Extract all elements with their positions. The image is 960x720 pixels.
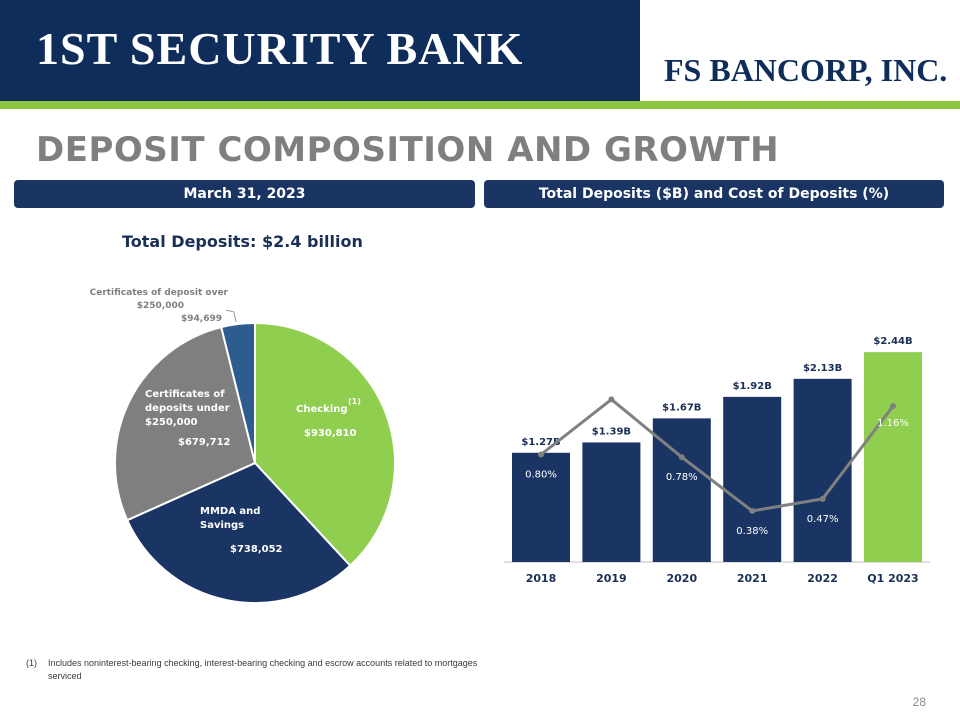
line-point-q1-2023 <box>890 403 896 410</box>
total-deposits-bar-chart: $1.27B 2018 $1.39B 2019 $1.67B 2020 $1.92B 2021… <box>504 336 930 585</box>
bar-2019 <box>582 442 641 562</box>
pie-value-cd-under: $679,712 <box>178 437 231 448</box>
line-point-2019 <box>608 396 615 403</box>
pie-label-cd-over-line1: Certificates of deposit over <box>90 288 229 298</box>
bar-2018 <box>512 452 570 562</box>
line-label-2021: 0.38% <box>736 526 768 537</box>
header-right-area <box>640 0 960 101</box>
pie-label-cd-under-line3: $250,000 <box>145 417 198 428</box>
pie-label-mmda-line1: MMDA and <box>200 506 260 517</box>
line-point-2018 <box>538 451 544 458</box>
line-point-2022 <box>819 495 826 502</box>
page-title: DEPOSIT COMPOSITION AND GROWTH <box>36 130 780 170</box>
pie-label-checking: Checking <box>296 404 348 415</box>
line-label-2022: 0.47% <box>807 514 839 525</box>
header-accent-stripe <box>0 101 960 109</box>
page-number: 28 <box>912 695 926 709</box>
bank-logo: 1ST SECURITY BANK <box>36 23 524 74</box>
line-label-2018: 0.80% <box>525 470 557 481</box>
bar-2021 <box>723 396 782 562</box>
left-panel-header: March 31, 2023 <box>14 180 475 208</box>
bancorp-logo: FS BANCORP, INC. <box>664 52 948 88</box>
bar-2022 <box>793 378 852 562</box>
line-label-2020: 0.78% <box>666 472 698 483</box>
pie-slice-cd-under-250k <box>114 325 257 522</box>
bar-label-2019: $1.39B <box>592 426 631 437</box>
pie-value-cd-over: $94,699 <box>181 314 222 324</box>
cost-of-deposits-line <box>540 397 895 513</box>
pie-leader-line <box>225 309 237 323</box>
x-tick-2018: 2018 <box>526 572 557 585</box>
x-tick-2021: 2021 <box>737 572 768 585</box>
pie-slice-cd-over-250k <box>220 321 256 464</box>
footnote-text: Includes noninterest-bearing checking, i… <box>48 658 478 681</box>
x-tick-q1-2023: Q1 2023 <box>867 572 918 585</box>
line-label-2019: 1.21% <box>596 411 628 422</box>
pie-slice-mmda-savings <box>125 461 352 604</box>
bar-label-2021: $1.92B <box>733 381 772 392</box>
bar-label-2018: $1.27B <box>521 437 560 448</box>
pie-label-cd-over-line2: $250,000 <box>137 301 184 311</box>
bar-label-2022: $2.13B <box>803 363 842 374</box>
pie-value-mmda: $738,052 <box>230 544 283 555</box>
deposit-composition-pie-chart: Checking(1) $930,810 MMDA and Savings $738,0… <box>90 288 396 604</box>
pie-slice-checking <box>254 321 396 568</box>
footnote-marker: (1) <box>26 658 37 668</box>
pie-value-checking: $930,810 <box>304 428 357 439</box>
right-panel-header: Total Deposits ($B) and Cost of Deposits… <box>484 180 944 208</box>
pie-subtitle: Total Deposits: $2.4 billion <box>122 232 363 251</box>
x-tick-2019: 2019 <box>596 572 627 585</box>
pie-label-cd-under-line2: deposits under <box>145 403 230 414</box>
line-point-2021 <box>749 507 756 514</box>
pie-label-cd-under-line1: Certificates of <box>145 389 225 400</box>
line-point-2020 <box>678 454 685 461</box>
x-tick-2022: 2022 <box>807 572 838 585</box>
line-label-q1-2023: 1.16% <box>877 418 909 429</box>
header-band <box>0 0 640 101</box>
bar-label-2020: $1.67B <box>662 402 701 413</box>
pie-label-checking-footnote: (1) <box>348 397 361 406</box>
bar-q1-2023 <box>864 352 922 562</box>
x-tick-2020: 2020 <box>666 572 697 585</box>
pie-label-mmda-line2: Savings <box>200 520 244 531</box>
bar-label-q1-2023: $2.44B <box>873 336 912 347</box>
